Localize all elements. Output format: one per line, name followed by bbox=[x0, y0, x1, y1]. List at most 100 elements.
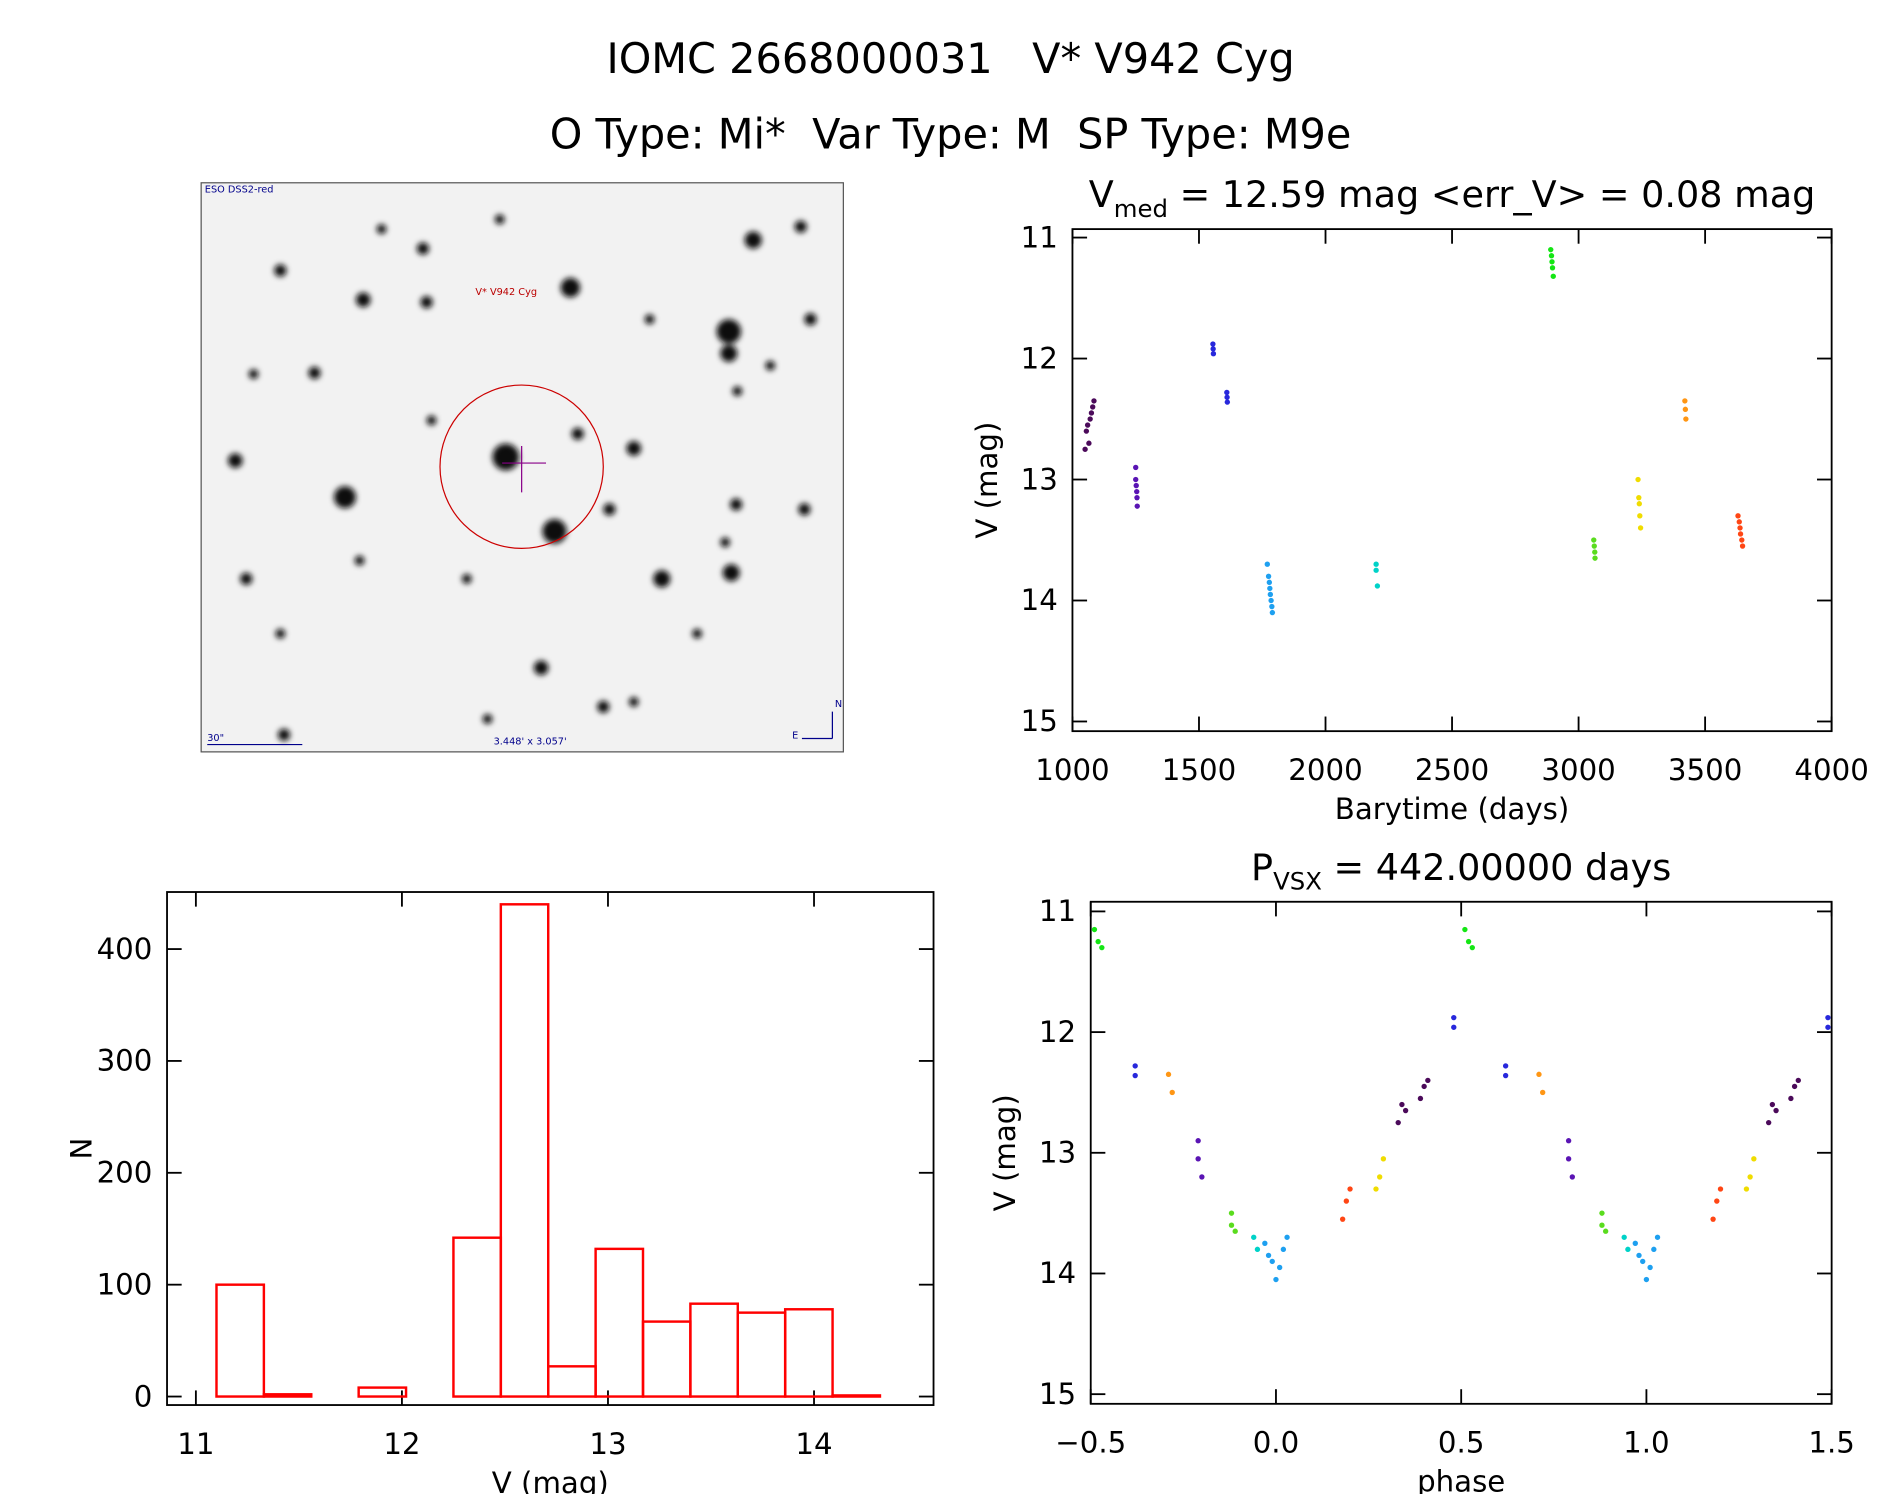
title-sub: VSX bbox=[1273, 867, 1322, 896]
plot-frame bbox=[1089, 900, 1833, 1405]
point bbox=[1795, 1077, 1801, 1084]
point bbox=[1599, 1222, 1605, 1228]
point bbox=[1264, 561, 1270, 567]
target-label: V* V942 Cyg bbox=[475, 287, 537, 298]
point bbox=[1536, 1071, 1542, 1078]
point bbox=[1083, 428, 1090, 434]
point bbox=[1739, 543, 1746, 549]
point bbox=[1710, 1216, 1716, 1222]
x-tick-label: 0.5 bbox=[1438, 1426, 1485, 1460]
point bbox=[1086, 440, 1092, 446]
y-tick-label: 13 bbox=[1039, 1136, 1076, 1170]
figure-title: IOMC 2668000031 V* V942 Cyg bbox=[606, 35, 1294, 83]
point bbox=[1195, 1156, 1201, 1162]
point bbox=[1417, 1095, 1424, 1102]
bar bbox=[736, 1311, 787, 1398]
point bbox=[1773, 1107, 1779, 1114]
point bbox=[1224, 394, 1230, 400]
y-tick-label: 11 bbox=[1039, 894, 1076, 928]
compass bbox=[801, 711, 833, 740]
y-tick-label: 0 bbox=[134, 1379, 153, 1413]
point bbox=[1421, 1083, 1427, 1090]
point bbox=[1265, 1252, 1272, 1259]
point bbox=[1132, 1063, 1138, 1069]
survey-label: ESO DSS2-red bbox=[205, 185, 274, 196]
point bbox=[1095, 938, 1101, 945]
point bbox=[1592, 555, 1598, 561]
bar bbox=[499, 903, 550, 1398]
point bbox=[1165, 1071, 1172, 1078]
y-tick-label: 13 bbox=[1021, 462, 1058, 496]
point bbox=[1549, 265, 1556, 271]
point bbox=[1502, 1072, 1509, 1079]
title-rest: = 442.00000 days bbox=[1322, 846, 1671, 889]
point bbox=[1269, 603, 1275, 610]
scale-label: 30" bbox=[207, 733, 224, 744]
title-main: V bbox=[1089, 173, 1114, 216]
y-tick-label: 400 bbox=[97, 932, 153, 966]
point bbox=[1451, 1014, 1457, 1021]
point bbox=[1451, 1024, 1457, 1030]
y-tick-label: 100 bbox=[97, 1267, 153, 1301]
title-main: P bbox=[1251, 846, 1273, 889]
y-tick-label: 14 bbox=[1021, 583, 1058, 617]
point bbox=[1717, 1186, 1724, 1192]
point bbox=[1251, 1234, 1257, 1240]
point bbox=[1632, 1240, 1638, 1246]
point bbox=[1269, 1258, 1275, 1265]
point bbox=[1195, 1138, 1201, 1144]
chart-title: Vmed = 12.59 mag <err_V> = 0.08 mag bbox=[1089, 173, 1816, 223]
point bbox=[1625, 1246, 1631, 1253]
point bbox=[1082, 446, 1088, 452]
point bbox=[1765, 1119, 1772, 1126]
stars bbox=[227, 214, 817, 741]
bar bbox=[594, 1247, 645, 1398]
figure-subtitle: O Type: Mi* Var Type: M SP Type: M9e bbox=[550, 111, 1352, 159]
point bbox=[1591, 543, 1597, 549]
sky-image: ESO DSS2-red V* V942 Cyg 30" 3.448' x 3.… bbox=[200, 182, 844, 753]
point bbox=[1133, 476, 1139, 483]
point bbox=[1637, 513, 1643, 519]
y-tick-label: 11 bbox=[1021, 220, 1058, 254]
x-tick-label: −0.5 bbox=[1055, 1426, 1126, 1460]
point bbox=[1636, 494, 1642, 501]
point bbox=[1714, 1198, 1720, 1204]
x-tick-label: 11 bbox=[177, 1427, 214, 1461]
point bbox=[1565, 1138, 1572, 1144]
plot-frame bbox=[1071, 228, 1833, 733]
y-tick-label: 12 bbox=[1039, 1015, 1076, 1049]
point bbox=[1747, 1174, 1753, 1180]
chart: −0.5 0.0 0.5 1.0 1.5 11 12 13 14 15 phase V (mag) PV… bbox=[988, 846, 1855, 1494]
plot-frame bbox=[166, 891, 935, 1406]
x-tick-label: 2500 bbox=[1415, 753, 1489, 787]
point bbox=[1280, 1246, 1287, 1253]
point bbox=[1374, 583, 1381, 589]
x-tick-label: 13 bbox=[589, 1427, 626, 1461]
compass-n: N bbox=[835, 699, 842, 710]
chart: 11 12 13 14 0 100 200 300 400 V (mag) N bbox=[64, 891, 935, 1494]
point bbox=[1210, 341, 1216, 347]
point bbox=[1380, 1156, 1387, 1162]
point bbox=[1228, 1222, 1235, 1228]
point bbox=[1133, 464, 1139, 471]
point bbox=[1266, 579, 1273, 586]
y-axis-label: V (mag) bbox=[970, 422, 1004, 539]
x-tick-label: 12 bbox=[383, 1427, 420, 1461]
y-tick-label: 15 bbox=[1021, 704, 1058, 738]
point bbox=[1090, 404, 1096, 410]
point bbox=[1683, 416, 1689, 422]
compass-e: E bbox=[792, 730, 798, 741]
fov-label: 3.448' x 3.057' bbox=[494, 737, 567, 748]
point bbox=[1736, 519, 1742, 525]
title-rest: = 12.59 mag <err_V> = 0.08 mag bbox=[1168, 173, 1815, 216]
point bbox=[1621, 1234, 1627, 1240]
point bbox=[1232, 1228, 1238, 1234]
point bbox=[1751, 1156, 1757, 1162]
point bbox=[1265, 573, 1272, 579]
point bbox=[1743, 1186, 1750, 1192]
point bbox=[1091, 398, 1097, 404]
point bbox=[1465, 938, 1472, 945]
point bbox=[1592, 549, 1598, 555]
bar bbox=[452, 1236, 503, 1398]
point bbox=[1339, 1216, 1346, 1222]
